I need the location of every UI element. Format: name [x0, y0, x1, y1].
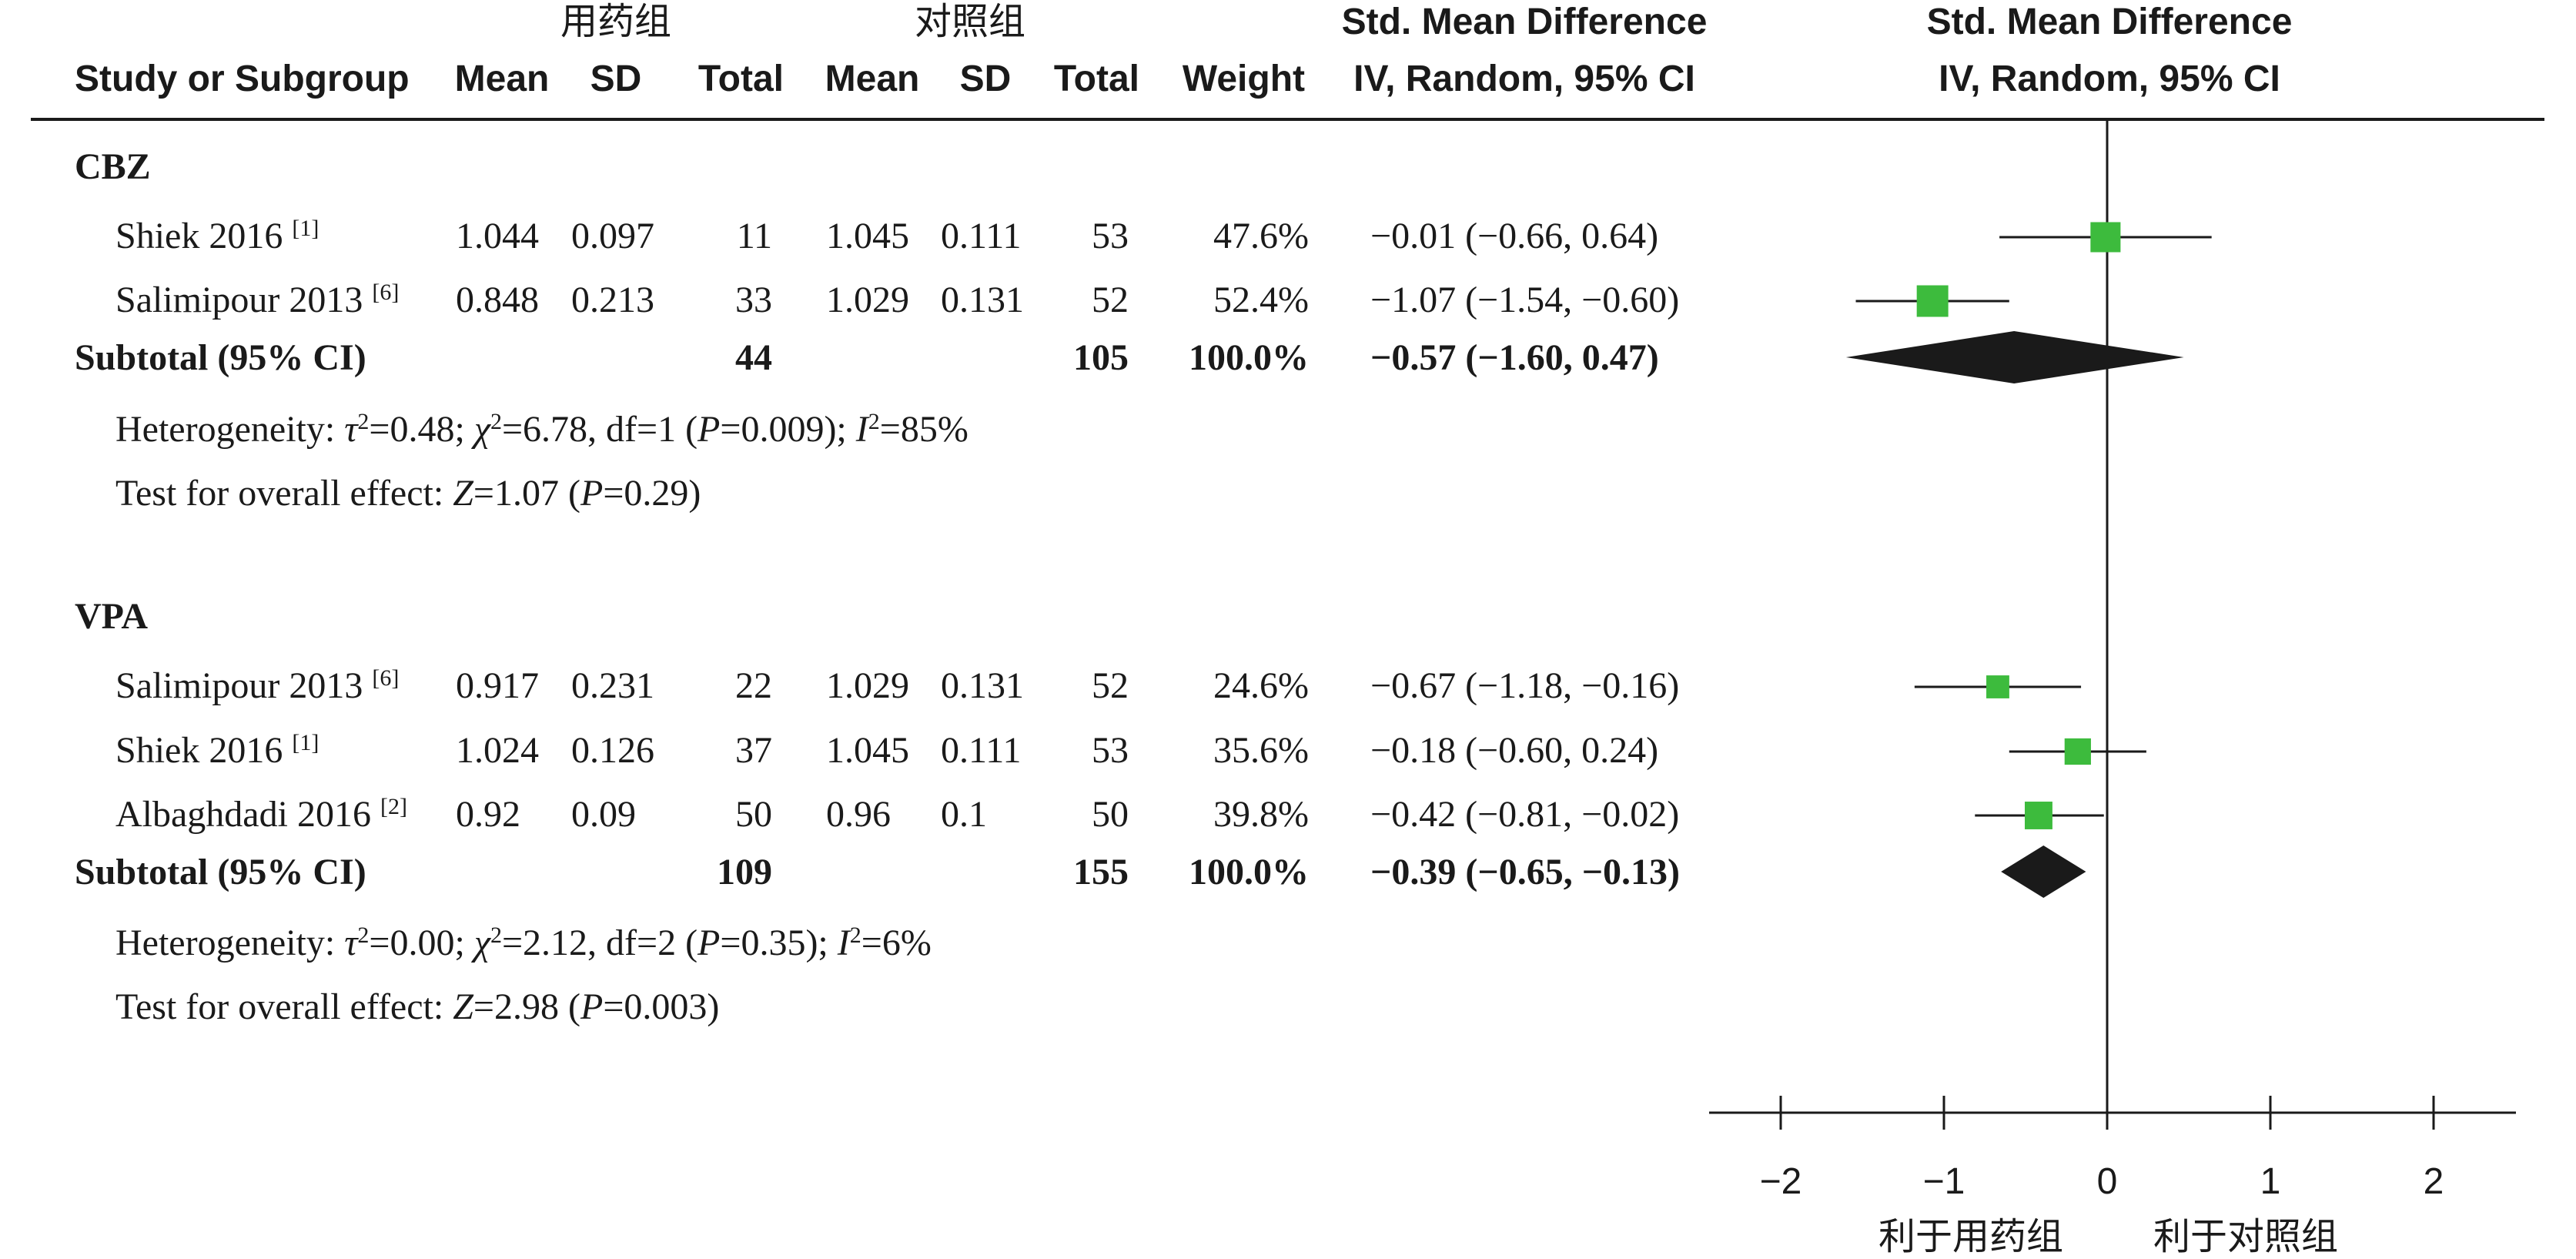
subtotal-diamond	[1845, 331, 2184, 383]
header-sd-experimental: SD	[590, 59, 642, 99]
weight: 52.4%	[1213, 280, 1309, 320]
sd-experimental: 0.126	[571, 730, 654, 771]
header-total-control: Total	[1054, 59, 1139, 99]
header-sd-control: SD	[960, 59, 1012, 99]
sd-experimental: 0.09	[571, 794, 636, 835]
study-name: Shiek 2016 [1]	[115, 730, 319, 772]
subtotal-total-experimental: 44	[735, 337, 772, 378]
subgroup-heading: VPA	[75, 596, 148, 637]
total-control: 50	[1092, 794, 1129, 835]
mean-experimental: 1.024	[456, 730, 539, 771]
weight: 35.6%	[1213, 730, 1309, 771]
header-group-control: 对照组	[915, 2, 1025, 42]
total-experimental: 37	[735, 730, 772, 771]
header-mean-control: Mean	[825, 59, 920, 99]
sd-control: 0.111	[941, 730, 1021, 771]
mean-control: 0.96	[826, 794, 891, 835]
total-experimental: 11	[737, 216, 772, 256]
subtotal-diamond	[2001, 845, 2086, 898]
subtotal-weight: 100.0%	[1189, 337, 1309, 378]
favours-control: 利于对照组	[2153, 1215, 2338, 1258]
total-control: 52	[1092, 280, 1129, 320]
study-marker	[2064, 738, 2091, 765]
mean-experimental: 0.848	[456, 280, 539, 320]
mean-control: 1.045	[826, 730, 909, 771]
smd-ci: −1.07 (−1.54, −0.60)	[1370, 280, 1679, 320]
mean-experimental: 0.917	[456, 665, 539, 706]
table-rows: CBZ Shiek 2016 [1] 1.044 0.097 11 1.045 0.111 5…	[75, 146, 1680, 1027]
sd-experimental: 0.213	[571, 280, 654, 320]
weight: 47.6%	[1213, 216, 1309, 256]
subtotal-label: Subtotal (95% CI)	[75, 337, 366, 378]
total-control: 53	[1092, 216, 1129, 256]
header-weight: Weight	[1183, 59, 1305, 99]
favours-experimental: 利于用药组	[1878, 1215, 2063, 1258]
mean-control: 1.029	[826, 665, 909, 706]
mean-control: 1.029	[826, 280, 909, 320]
study-marker	[1916, 285, 1949, 317]
sd-control: 0.131	[941, 280, 1024, 320]
study-name: Shiek 2016 [1]	[115, 216, 319, 257]
weight: 39.8%	[1213, 794, 1309, 835]
header-smd-title: Std. Mean Difference	[1342, 2, 1708, 42]
header-study: Study or Subgroup	[75, 59, 410, 99]
mean-experimental: 0.92	[456, 794, 520, 835]
study-marker	[2025, 802, 2052, 829]
mean-experimental: 1.044	[456, 216, 539, 256]
header-plot-title: Std. Mean Difference	[1927, 2, 2293, 42]
x-tick-label: 1	[2260, 1161, 2281, 1202]
smd-ci: −0.01 (−0.66, 0.64)	[1370, 216, 1658, 256]
sd-experimental: 0.231	[571, 665, 654, 706]
header-total-experimental: Total	[698, 59, 784, 99]
total-experimental: 50	[735, 794, 772, 835]
x-tick-label: 2	[2424, 1161, 2444, 1202]
sd-control: 0.131	[941, 665, 1024, 706]
study-marker	[1986, 675, 2009, 698]
total-experimental: 22	[735, 665, 772, 706]
subtotal-smd-ci: −0.39 (−0.65, −0.13)	[1370, 852, 1680, 892]
total-experimental: 33	[735, 280, 772, 320]
header-smd-method: IV, Random, 95% CI	[1353, 59, 1695, 99]
overall-effect-text: Test for overall effect: Z=1.07 (P=0.29)	[115, 473, 701, 514]
x-tick-label: −2	[1760, 1161, 1802, 1202]
subtotal-label: Subtotal (95% CI)	[75, 852, 366, 892]
x-tick-label: −1	[1923, 1161, 1965, 1202]
study-marker	[2090, 222, 2121, 253]
subgroup-heading: CBZ	[75, 146, 151, 187]
mean-control: 1.045	[826, 216, 909, 256]
subtotal-weight: 100.0%	[1189, 852, 1309, 892]
smd-ci: −0.42 (−0.81, −0.02)	[1370, 794, 1679, 835]
subtotal-total-control: 105	[1073, 337, 1129, 378]
header-plot-method: IV, Random, 95% CI	[1939, 59, 2280, 99]
sd-control: 0.111	[941, 216, 1021, 256]
total-control: 53	[1092, 730, 1129, 771]
total-control: 52	[1092, 665, 1129, 706]
study-name: Salimipour 2013 [6]	[115, 280, 399, 321]
subtotal-smd-ci: −0.57 (−1.60, 0.47)	[1370, 337, 1659, 378]
subtotal-total-experimental: 109	[717, 852, 772, 892]
header-group-experimental: 用药组	[560, 2, 671, 42]
weight: 24.6%	[1213, 665, 1309, 706]
study-name: Albaghdadi 2016 [2]	[115, 794, 407, 835]
header-mean-experimental: Mean	[455, 59, 550, 99]
smd-ci: −0.18 (−0.60, 0.24)	[1370, 730, 1658, 771]
smd-ci: −0.67 (−1.18, −0.16)	[1370, 665, 1679, 706]
heterogeneity-text: Heterogeneity: τ2=0.00; χ2=2.12, df=2 (P…	[115, 922, 932, 964]
subtotal-total-control: 155	[1073, 852, 1129, 892]
heterogeneity-text: Heterogeneity: τ2=0.48; χ2=6.78, df=1 (P…	[115, 409, 969, 450]
x-tick-label: 0	[2097, 1161, 2118, 1202]
overall-effect-text: Test for overall effect: Z=2.98 (P=0.003…	[115, 986, 719, 1027]
sd-control: 0.1	[941, 794, 987, 835]
plot-area: −2 −1 0 1 2	[1709, 119, 2516, 1202]
study-name: Salimipour 2013 [6]	[115, 665, 399, 707]
sd-experimental: 0.097	[571, 216, 654, 256]
